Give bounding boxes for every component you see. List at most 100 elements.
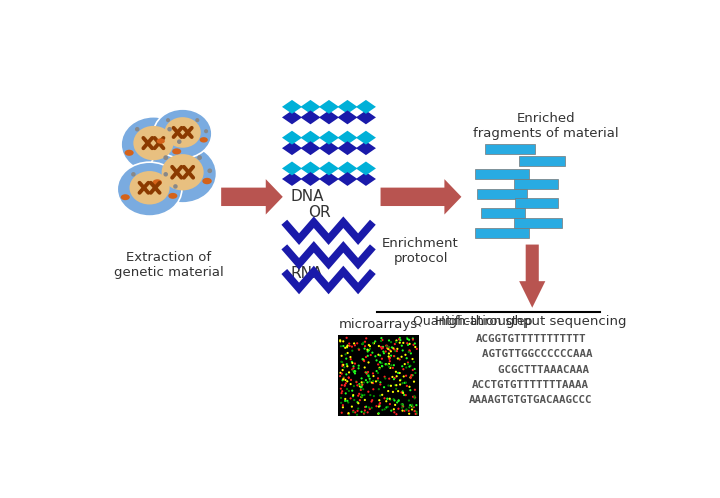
Point (383, 353, 395, 361)
Bar (475, 169, 529, 179)
Polygon shape (338, 161, 357, 175)
Point (364, 377, 376, 385)
Point (346, 366, 358, 374)
Point (351, 398, 363, 406)
Point (362, 408, 374, 416)
Point (361, 378, 373, 386)
Point (341, 377, 353, 385)
Point (383, 344, 395, 352)
Point (352, 404, 364, 412)
Point (348, 408, 359, 416)
Point (367, 379, 379, 387)
Bar (514, 218, 562, 228)
Point (372, 376, 384, 384)
Polygon shape (319, 100, 339, 114)
Point (385, 352, 397, 360)
Point (358, 339, 369, 347)
Polygon shape (319, 161, 339, 175)
FancyArrow shape (519, 245, 545, 308)
Point (385, 382, 397, 390)
Point (393, 335, 405, 343)
Point (397, 379, 408, 387)
Point (397, 389, 409, 397)
Point (378, 383, 390, 391)
Point (374, 378, 386, 386)
Point (388, 395, 400, 403)
Text: RNA: RNA (290, 266, 323, 281)
Point (390, 381, 401, 389)
Ellipse shape (162, 154, 204, 190)
Point (390, 338, 402, 346)
Ellipse shape (153, 109, 212, 158)
Point (410, 407, 421, 415)
Point (407, 402, 418, 410)
Point (395, 375, 407, 383)
Point (341, 362, 353, 370)
Point (346, 343, 358, 351)
Point (336, 358, 348, 366)
Point (338, 342, 349, 350)
Point (381, 342, 392, 350)
Point (364, 345, 376, 353)
Polygon shape (319, 130, 339, 144)
Point (388, 361, 400, 369)
Point (360, 353, 372, 361)
Point (366, 397, 377, 405)
Point (381, 403, 392, 411)
Point (339, 344, 351, 352)
Point (375, 337, 387, 345)
Point (387, 388, 399, 396)
Point (397, 365, 409, 373)
Point (335, 337, 346, 345)
Point (376, 345, 387, 353)
Point (361, 346, 373, 354)
Text: ACGGTGTTTTTTTTTTT: ACGGTGTTTTTTTTTTT (475, 334, 586, 344)
Point (336, 342, 347, 350)
Polygon shape (300, 100, 320, 114)
Point (410, 401, 422, 409)
Point (368, 339, 379, 347)
Polygon shape (282, 130, 302, 144)
Point (403, 348, 415, 356)
Polygon shape (319, 172, 339, 186)
Point (359, 410, 370, 418)
Point (391, 373, 402, 380)
Point (388, 375, 400, 383)
Point (338, 363, 350, 371)
Point (343, 410, 355, 418)
Point (341, 343, 353, 351)
Text: DNA: DNA (290, 189, 324, 204)
Point (394, 339, 405, 347)
Point (377, 336, 388, 344)
Point (366, 349, 378, 357)
Point (368, 385, 379, 393)
Point (407, 335, 418, 343)
Point (392, 345, 403, 353)
Bar (485, 144, 534, 154)
Point (359, 391, 370, 399)
Circle shape (131, 172, 135, 177)
Point (342, 342, 354, 350)
Point (351, 377, 362, 385)
Polygon shape (356, 130, 376, 144)
Circle shape (163, 155, 168, 160)
Point (377, 343, 389, 351)
Point (338, 374, 349, 382)
Point (408, 341, 419, 349)
Point (338, 361, 349, 369)
Point (400, 378, 412, 386)
Point (372, 361, 384, 369)
Point (348, 363, 359, 371)
Point (364, 391, 376, 399)
Point (359, 396, 371, 404)
Point (356, 374, 367, 382)
Bar (519, 156, 565, 166)
Point (392, 369, 404, 377)
Text: Enrichment
protocol: Enrichment protocol (382, 237, 459, 265)
Point (365, 351, 377, 359)
Point (374, 364, 385, 372)
Point (356, 391, 368, 399)
Point (336, 370, 348, 377)
Point (362, 368, 374, 376)
Point (363, 341, 374, 349)
